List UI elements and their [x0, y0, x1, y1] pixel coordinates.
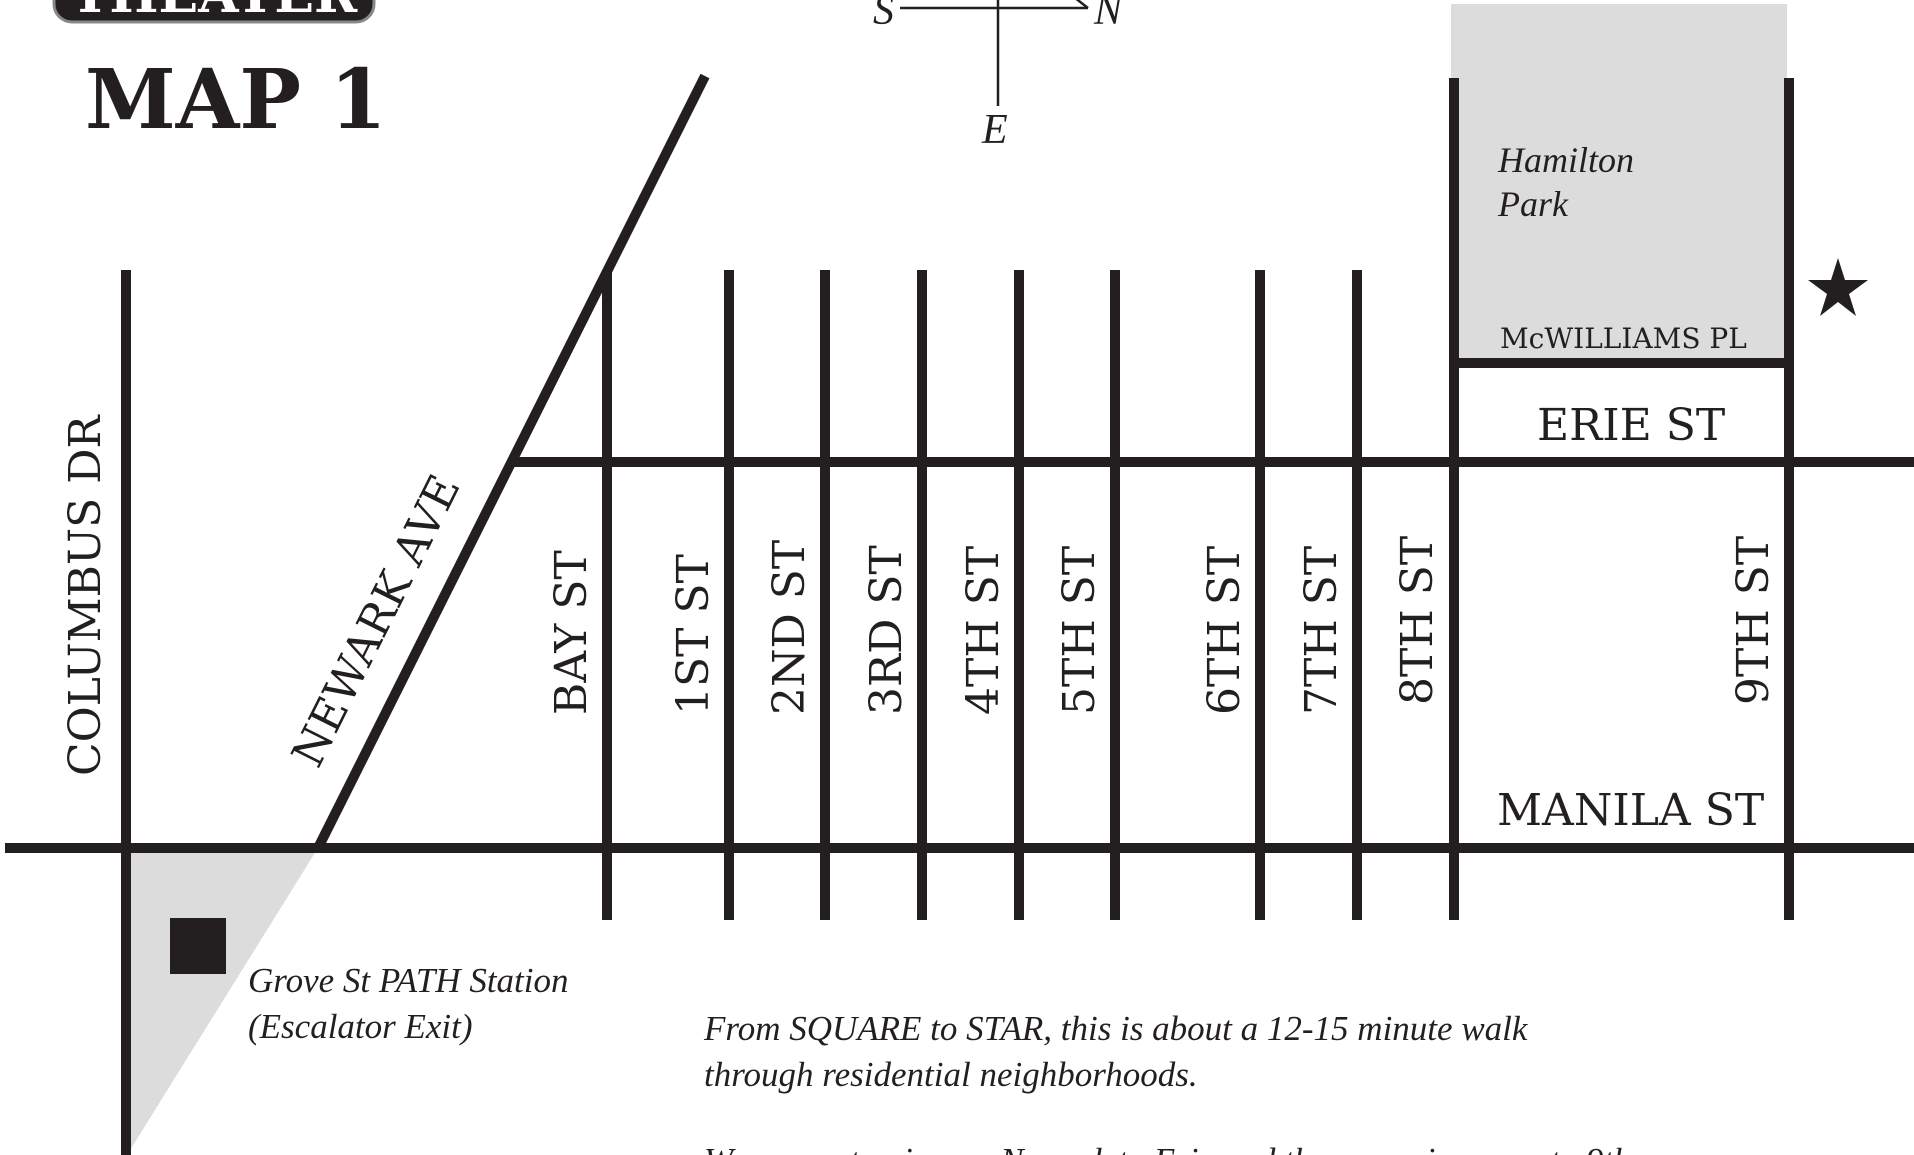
newark-ave-road [313, 73, 710, 851]
sixth-st-label: 6TH ST [1199, 546, 1250, 715]
fourth-st-label: 4TH ST [958, 546, 1009, 715]
columbus-dr-label: COLUMBUS DR [60, 413, 111, 776]
second-st-label: 2ND ST [764, 540, 815, 715]
path-station-area [127, 848, 318, 1155]
directions-line1: From SQUARE to STAR, this is about a 12-… [703, 1009, 1529, 1048]
mcwilliams-pl-label: McWILLIAMS PL [1500, 322, 1747, 355]
compass-bottom-label: E [981, 107, 1008, 153]
station-label-line2: (Escalator Exit) [248, 1007, 473, 1046]
first-st-label: 1ST ST [668, 554, 719, 715]
star-marker-icon [1808, 258, 1868, 316]
compass-left-label: S [873, 0, 894, 34]
park-label-line1: Hamilton [1497, 140, 1634, 180]
header-badge-label: THEATER [71, 0, 358, 25]
third-st-label: 3RD ST [861, 545, 912, 715]
compass-right-label: N [1093, 0, 1124, 34]
erie-st-label: ERIE ST [1537, 400, 1725, 451]
fifth-st-label: 5TH ST [1054, 546, 1105, 715]
map-title: MAP 1 [85, 52, 387, 148]
bay-st-label: BAY ST [546, 550, 597, 715]
compass-rose: S N E [873, 0, 1124, 153]
ninth-st-label: 9TH ST [1728, 536, 1779, 705]
station-label-line1: Grove St PATH Station [248, 961, 569, 1000]
seventh-st-label: 7TH ST [1296, 546, 1347, 715]
directions-line2: through residential neighborhoods. [704, 1055, 1198, 1094]
square-marker-icon [170, 918, 226, 974]
road-network [5, 73, 1914, 1155]
header-badge: THEATER [52, 0, 376, 25]
park-label-line2: Park [1497, 184, 1569, 224]
directions-line3: We suggest going up Newark to Erie and t… [704, 1141, 1631, 1155]
eighth-st-label: 8TH ST [1392, 536, 1443, 705]
hamilton-park-area [1451, 4, 1787, 363]
manila-st-label: MANILA ST [1497, 785, 1764, 836]
